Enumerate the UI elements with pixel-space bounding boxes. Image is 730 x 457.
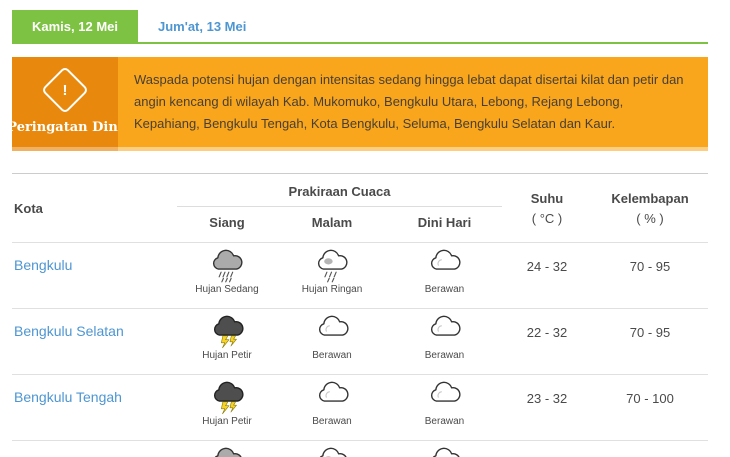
table-row: Bengkulu Utara Hujan Sedang Hujan Ringan…: [12, 440, 708, 457]
weather-label: Hujan Petir: [202, 350, 252, 361]
kelembapan-unit: ( % ): [636, 210, 664, 226]
weather-icon: [313, 447, 350, 457]
city-link[interactable]: Bengkulu: [14, 257, 73, 273]
early-warning-badge: ! Peringatan Dini: [7, 57, 123, 151]
tab-day-2[interactable]: Jum'at, 13 Mei: [158, 19, 247, 34]
forecast-cell-siang: Hujan Petir: [177, 308, 277, 375]
alert-diamond-icon: !: [40, 65, 90, 115]
weather-label: Hujan Ringan: [301, 284, 363, 295]
city-link[interactable]: Bengkulu Utara: [14, 455, 111, 457]
city-link[interactable]: Bengkulu Tengah: [14, 389, 122, 405]
column-header-kelembapan: Kelembapan ( % ): [592, 174, 708, 243]
alert-exclamation: !: [62, 81, 68, 99]
forecast-cell-dini-hari: Berawan: [387, 242, 502, 309]
forecast-cell-dini-hari: Berawan: [387, 308, 502, 375]
city-cell: Bengkulu Utara: [12, 440, 177, 457]
weather-label: Hujan Petir: [202, 416, 252, 427]
forecast-cell-siang: Hujan Sedang: [177, 242, 277, 309]
early-warning-banner: ! Peringatan Dini Waspada potensi hujan …: [7, 57, 708, 151]
city-cell: Bengkulu Tengah: [12, 374, 177, 441]
date-tab-bar: Kamis, 12 Mei Jum'at, 13 Mei: [12, 10, 708, 44]
early-warning-title: Peringatan Dini: [7, 120, 123, 135]
weather-label: Berawan: [424, 350, 465, 361]
forecast-table: Kota Prakiraan Cuaca Suhu ( °C ) Kelemba…: [12, 173, 708, 457]
weather-icon: [208, 447, 245, 457]
weather-label: Berawan: [424, 416, 465, 427]
forecast-cell-dini-hari: Berawan: [387, 440, 502, 457]
weather-icon: [208, 249, 245, 283]
column-header-siang: Siang: [209, 215, 245, 230]
forecast-cell-malam: Berawan: [277, 374, 387, 441]
table-row: Bengkulu Selatan Hujan Petir Berawan Ber…: [12, 308, 708, 375]
kelembapan-value: 70 - 95: [592, 308, 708, 375]
weather-label: Berawan: [312, 350, 352, 361]
weather-icon: [314, 381, 351, 415]
column-header-prakiraan-cuaca: Prakiraan Cuaca: [177, 173, 502, 207]
city-cell: Bengkulu Selatan: [12, 308, 177, 375]
kelembapan-label: Kelembapan: [611, 190, 689, 206]
kelembapan-value: 70 - 95: [592, 242, 708, 309]
kelembapan-value: 70 - 95: [592, 440, 708, 457]
column-header-malam: Malam: [311, 215, 353, 230]
forecast-cell-siang: Hujan Petir: [177, 374, 277, 441]
suhu-value: 23 - 32: [502, 440, 592, 457]
weather-label: Berawan: [424, 284, 465, 295]
weather-label: Hujan Sedang: [195, 284, 259, 295]
weather-icon: [426, 315, 463, 349]
column-header-kota: Kota: [14, 200, 43, 216]
city-link[interactable]: Bengkulu Selatan: [14, 323, 124, 339]
weather-icon: [313, 249, 350, 283]
forecast-cell-malam: Berawan: [277, 308, 387, 375]
suhu-value: 24 - 32: [502, 242, 592, 309]
weather-icon: [426, 447, 463, 457]
suhu-label: Suhu: [530, 190, 564, 206]
weather-icon: [209, 381, 246, 415]
weather-label: Berawan: [312, 416, 352, 427]
forecast-cell-malam: Hujan Ringan: [277, 242, 387, 309]
weather-icon: [426, 381, 463, 415]
forecast-cell-siang: Hujan Sedang: [177, 440, 277, 457]
tab-day-1[interactable]: Kamis, 12 Mei: [12, 10, 138, 42]
forecast-cell-malam: Hujan Ringan: [277, 440, 387, 457]
early-warning-text: Waspada potensi hujan dengan intensitas …: [118, 57, 708, 151]
kelembapan-value: 70 - 100: [592, 374, 708, 441]
forecast-cell-dini-hari: Berawan: [387, 374, 502, 441]
suhu-value: 23 - 32: [502, 374, 592, 441]
suhu-value: 22 - 32: [502, 308, 592, 375]
column-header-dini-hari: Dini Hari: [417, 215, 472, 230]
weather-icon: [426, 249, 463, 283]
table-row: Bengkulu Hujan Sedang Hujan Ringan Beraw…: [12, 242, 708, 309]
table-row: Bengkulu Tengah Hujan Petir Berawan Bera…: [12, 374, 708, 441]
city-cell: Bengkulu: [12, 242, 177, 309]
column-header-suhu: Suhu ( °C ): [502, 174, 592, 243]
weather-icon: [209, 315, 246, 349]
weather-icon: [314, 315, 351, 349]
suhu-unit: ( °C ): [531, 210, 563, 226]
